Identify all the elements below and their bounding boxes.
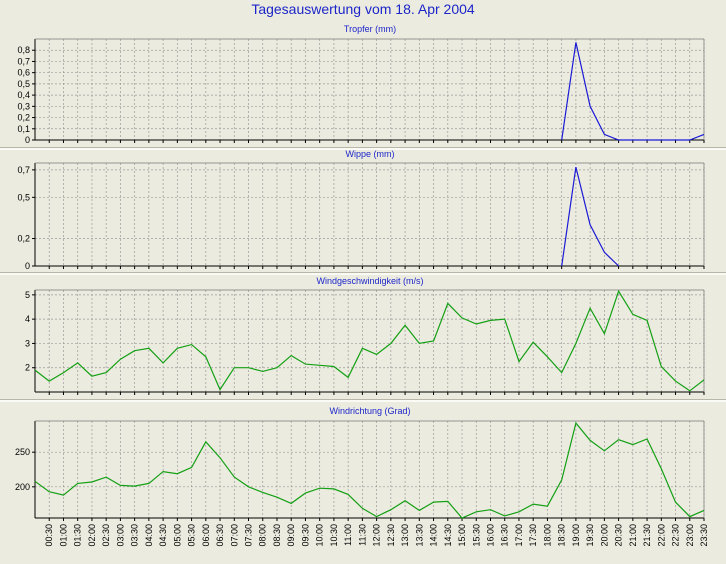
y-tick-label: 0,8 — [17, 45, 30, 55]
x-tick-label: 20:30 — [614, 524, 624, 547]
y-tick-label: 0,7 — [17, 165, 30, 175]
panel-separator — [0, 272, 726, 275]
page-title: Tagesauswertung vom 18. Apr 2004 — [251, 1, 475, 17]
x-tick-label: 06:00 — [201, 524, 211, 547]
x-tick-label: 01:00 — [58, 524, 68, 547]
y-tick-label: 4 — [25, 314, 30, 324]
chart-panel-3: Windgeschwindigkeit (m/s) 2 3 4 5 — [25, 276, 705, 395]
y-tick-label: 0,6 — [17, 68, 30, 78]
x-tick-label: 14:00 — [429, 524, 439, 547]
x-tick-label: 03:00 — [115, 524, 125, 547]
x-tick-label: 09:00 — [286, 524, 296, 547]
x-tick-label: 15:30 — [471, 524, 481, 547]
x-tick-label: 17:30 — [528, 524, 538, 547]
chart-panel-2: Wippe (mm) 0 0,2 0,5 0,7 — [17, 149, 705, 271]
y-tick-label: 0,2 — [17, 234, 30, 244]
y-tick-label: 0,1 — [17, 124, 30, 134]
x-tick-label: 18:30 — [557, 524, 567, 547]
y-tick-label: 250 — [15, 447, 30, 457]
x-tick-label: 01:30 — [73, 524, 83, 547]
x-tick-label: 12:00 — [372, 524, 382, 547]
series-line — [561, 42, 705, 141]
x-tick-label: 17:00 — [514, 524, 524, 547]
x-tick-label: 08:00 — [258, 524, 268, 547]
x-tick-label: 10:00 — [315, 524, 325, 547]
x-tick-label: 22:30 — [671, 524, 681, 547]
x-tick-label: 10:30 — [329, 524, 339, 547]
x-tick-label: 02:30 — [101, 524, 111, 547]
y-tick-label: 0 — [25, 261, 30, 271]
x-tick-label: 04:00 — [144, 524, 154, 547]
x-tick-label: 08:30 — [272, 524, 282, 547]
x-tick-label: 16:00 — [485, 524, 495, 547]
x-tick-label: 06:30 — [215, 524, 225, 547]
panel-separator — [0, 399, 726, 402]
series-line — [34, 421, 705, 519]
series-line — [34, 289, 705, 392]
x-tick-label: 22:00 — [656, 524, 666, 547]
x-tick-label: 20:00 — [599, 524, 609, 547]
y-tick-label: 0,2 — [17, 113, 30, 123]
x-tick-label: 04:30 — [158, 524, 168, 547]
x-tick-label: 13:30 — [414, 524, 424, 547]
x-tick-label: 11:30 — [357, 524, 367, 546]
chart-title: Windrichtung (Grad) — [329, 406, 410, 416]
x-tick-label: 05:00 — [172, 524, 182, 547]
x-tick-label: 12:30 — [386, 524, 396, 547]
chart-panel-4: Windrichtung (Grad) 200 250 — [15, 406, 705, 521]
x-tick-label: 09:30 — [300, 524, 310, 547]
x-tick-label: 02:00 — [87, 524, 97, 547]
series-line — [561, 166, 620, 267]
x-tick-label: 23:00 — [685, 524, 695, 547]
x-tick-label: 03:30 — [130, 524, 140, 547]
x-tick-label: 14:30 — [443, 524, 453, 547]
x-tick-label: 19:00 — [571, 524, 581, 547]
chart-panel-1: Tropfer (mm) 00,10,2 0,30,40,50,6 0,70,8 — [17, 24, 705, 145]
chart-title: Tropfer (mm) — [344, 24, 396, 34]
y-tick-label: 0,7 — [17, 56, 30, 66]
x-tick-label: 13:00 — [400, 524, 410, 547]
y-tick-label: 0,5 — [17, 192, 30, 202]
x-tick-label: 07:30 — [244, 524, 254, 547]
panel-separator — [0, 147, 726, 150]
x-tick-label: 00:30 — [44, 524, 54, 547]
x-tick-label: 21:30 — [642, 524, 652, 547]
y-tick-label: 0,4 — [17, 90, 30, 100]
x-tick-label: 11:00 — [343, 524, 353, 546]
y-tick-label: 200 — [15, 482, 30, 492]
x-tick-label: 16:30 — [500, 524, 510, 547]
y-tick-label: 5 — [25, 290, 30, 300]
x-tick-label: 23:30 — [699, 524, 709, 547]
chart-title: Wippe (mm) — [346, 149, 395, 159]
x-tick-label: 05:30 — [187, 524, 197, 547]
y-tick-label: 2 — [25, 363, 30, 373]
x-tick-label: 18:00 — [542, 524, 552, 547]
chart-title: Windgeschwindigkeit (m/s) — [316, 276, 423, 286]
y-tick-label: 0,5 — [17, 79, 30, 89]
x-tick-label: 21:00 — [628, 524, 638, 547]
y-tick-label: 3 — [25, 338, 30, 348]
x-tick-label: 19:30 — [585, 524, 595, 547]
x-tick-label: 07:00 — [229, 524, 239, 547]
x-tick-label: 15:00 — [457, 524, 467, 547]
y-tick-label: 0 — [25, 135, 30, 145]
y-tick-label: 0,3 — [17, 101, 30, 111]
